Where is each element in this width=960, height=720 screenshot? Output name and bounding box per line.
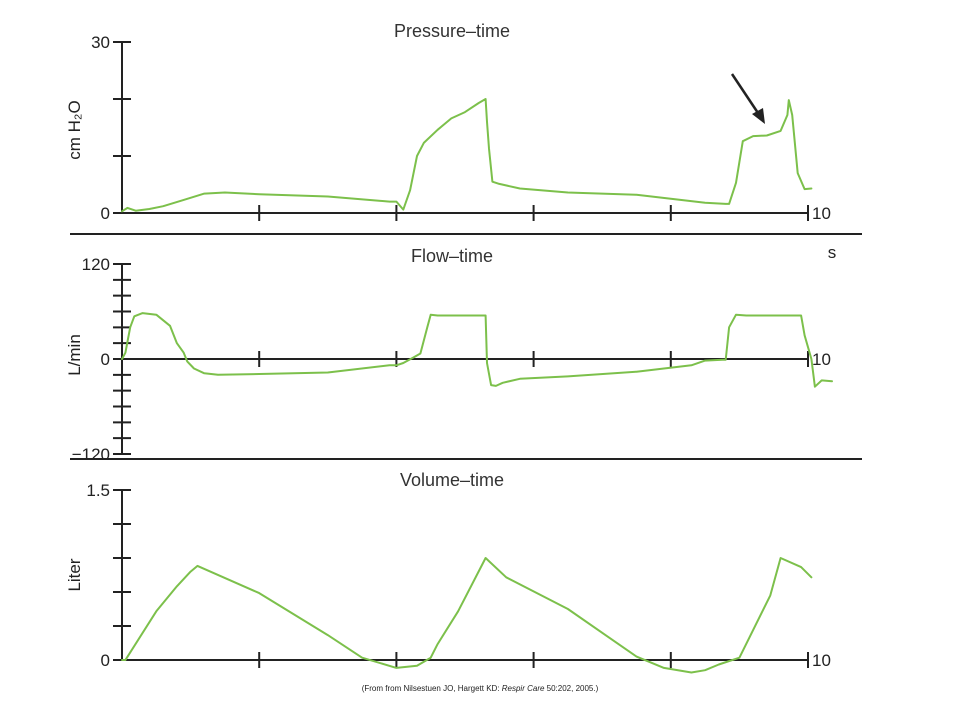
- y-tick-label: 0: [101, 204, 110, 223]
- pressure-time-panel: Pressure–time 0 30 10 s cm H₂O: [0, 0, 831, 223]
- citation-suffix: 50:202, 2005.): [544, 684, 599, 693]
- y-axis-label: Liter: [65, 558, 84, 591]
- x-axis-label: s: [0, 0, 4, 4]
- chart-title: Pressure–time: [394, 21, 510, 41]
- series-line: [121, 98, 813, 213]
- y-tick-label: 0: [101, 350, 110, 369]
- y-tick-label: 0: [101, 651, 110, 670]
- volume-time-panel: Volume–time 0 1.5 10 Liter: [65, 470, 831, 674]
- series-line: [121, 312, 833, 388]
- citation: (From from Nilsestuen JO, Hargett KD: Re…: [0, 684, 960, 693]
- flow-time-panel: Flow–time −120 0 120 10 s L/min: [65, 243, 836, 464]
- y-axis-label: cm H₂O: [65, 100, 84, 159]
- y-tick-label: 1.5: [86, 481, 110, 500]
- y-axis-label: L/min: [65, 334, 84, 376]
- citation-journal: Respir Care: [501, 684, 545, 693]
- x-tick-label: 10: [812, 204, 831, 223]
- chart-title: Flow–time: [411, 246, 493, 266]
- annotation-arrow: [730, 73, 765, 124]
- citation-prefix: (From from Nilsestuen JO, Hargett KD:: [361, 684, 502, 693]
- series-line: [121, 557, 813, 674]
- chart-title: Volume–time: [400, 470, 504, 490]
- y-tick-label: −120: [72, 445, 110, 464]
- y-tick-label: 30: [91, 33, 110, 52]
- y-tick-label: 120: [82, 255, 110, 274]
- x-tick-label: 10: [812, 651, 831, 670]
- x-axis-label: s: [828, 243, 837, 262]
- x-tick-label: 10: [812, 350, 831, 369]
